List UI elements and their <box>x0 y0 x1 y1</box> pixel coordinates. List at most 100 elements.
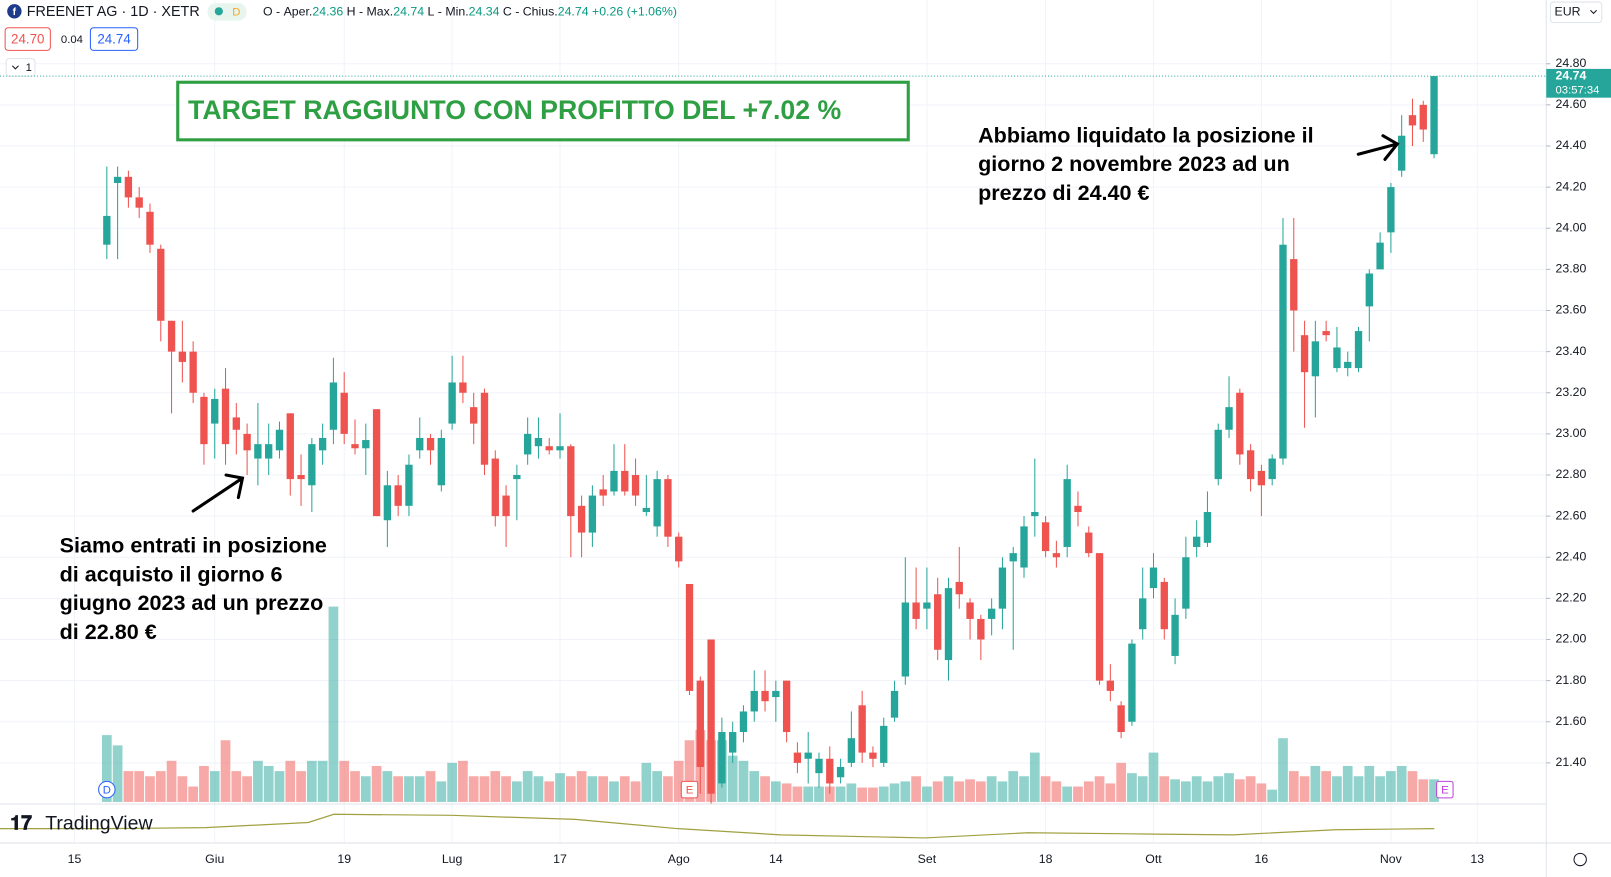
y-tick-label: 24.80 <box>1556 56 1587 70</box>
volume-bar <box>306 760 317 802</box>
candle-body <box>944 588 953 661</box>
volume-bar <box>145 776 155 802</box>
sell-button[interactable] <box>4 27 51 51</box>
x-tick-label: Set <box>918 852 937 866</box>
y-tick-label: 21.40 <box>1556 755 1587 769</box>
candle-body <box>599 489 607 496</box>
candle-body <box>286 413 294 480</box>
volume-bar <box>900 781 911 802</box>
candle-body <box>1192 536 1201 547</box>
volume-bar <box>1234 779 1245 802</box>
o-value: 24.36 <box>312 5 343 19</box>
x-tick-label: 13 <box>1470 852 1484 866</box>
y-tick-label: 24.60 <box>1556 97 1587 111</box>
volume-bar <box>339 760 350 802</box>
symbol-title: FREENET AG · 1D · XETR <box>27 4 200 20</box>
candle-body <box>923 602 931 609</box>
event-label: D <box>103 785 111 797</box>
volume-bar <box>274 771 285 802</box>
candle-body <box>1246 450 1255 480</box>
indicator-count[interactable]: 1 <box>26 62 32 74</box>
candle-body <box>1139 598 1147 630</box>
volume-bar <box>1256 783 1267 802</box>
volume-bar <box>512 781 522 802</box>
buy-price[interactable]: 24.74 <box>97 32 131 47</box>
candle-body <box>221 388 230 445</box>
target-box <box>176 80 910 142</box>
candle-body <box>750 690 758 712</box>
volume-bar <box>846 783 857 802</box>
x-tick-label: Nov <box>1380 852 1403 866</box>
candle-body <box>232 417 240 430</box>
volume-bar <box>619 776 630 802</box>
symbol-logo-letter: f <box>13 7 17 18</box>
candle-body <box>1074 505 1082 513</box>
volume-bar <box>371 765 382 802</box>
candle-body <box>815 758 823 774</box>
buy-button[interactable] <box>89 27 139 51</box>
candle-body <box>1214 429 1222 480</box>
entry-note-line: Siamo entrati in posizione <box>60 533 327 558</box>
volume-bar <box>533 776 544 802</box>
candle-body <box>998 567 1007 609</box>
candle-body <box>146 211 154 245</box>
candle-body <box>103 215 111 245</box>
y-tick-label: 21.80 <box>1556 673 1587 687</box>
volume-bar <box>199 765 209 802</box>
candle-body <box>1171 614 1179 656</box>
volume-bar <box>134 771 145 802</box>
candle-body <box>966 602 974 619</box>
y-tick-label: 23.40 <box>1556 344 1587 358</box>
volume-bar <box>1083 781 1094 802</box>
candle-body <box>1160 581 1168 630</box>
x-tick-label: 15 <box>68 852 82 866</box>
candle-body <box>642 507 651 513</box>
volume-bar <box>1191 776 1202 802</box>
sell-price[interactable]: 24.70 <box>11 32 44 47</box>
candle-body <box>1290 259 1298 311</box>
indicator-line <box>0 813 1435 839</box>
volume-bar <box>112 745 123 802</box>
indicator-toggle[interactable] <box>5 58 36 77</box>
candle-body <box>880 725 888 763</box>
candle-body <box>437 437 445 486</box>
volume-bar <box>382 771 393 802</box>
volume-bar <box>1105 783 1116 802</box>
market-dot <box>214 7 223 16</box>
volume-bar <box>1029 752 1040 802</box>
candle-body <box>556 446 564 451</box>
currency-button[interactable] <box>1549 1 1603 24</box>
volume-bar <box>479 776 490 802</box>
candle-body <box>157 248 165 321</box>
symbol-logo <box>7 4 22 19</box>
volume-bar <box>1288 771 1299 802</box>
currency[interactable]: EUR <box>1554 5 1580 19</box>
volume-bar <box>155 771 166 802</box>
candle-body <box>761 690 769 702</box>
candle-body <box>631 474 640 496</box>
candle-body <box>275 429 284 451</box>
volume-bar <box>458 760 468 802</box>
volume-bar <box>760 776 770 802</box>
volume-bar <box>878 786 889 802</box>
volume-bar <box>1278 738 1288 802</box>
volume-bar <box>220 740 231 802</box>
candle-body <box>782 680 791 733</box>
entry-note-line: di acquisto il giorno 6 <box>60 561 283 586</box>
toggle-chevron <box>11 65 19 70</box>
volume-bar <box>350 771 360 802</box>
candle-body <box>610 470 618 492</box>
volume-bar <box>1213 776 1224 802</box>
volume-bar <box>803 786 814 802</box>
volume-bar <box>1342 765 1353 802</box>
volume-bar <box>1267 789 1278 802</box>
candle-body <box>826 758 834 784</box>
candle-body <box>836 766 845 778</box>
candle-body <box>890 690 899 718</box>
candle-body <box>113 176 122 184</box>
candle-body <box>912 602 920 619</box>
volume-bar <box>727 755 738 802</box>
volume-bar <box>792 786 803 802</box>
settings-icon[interactable] <box>1573 852 1587 867</box>
